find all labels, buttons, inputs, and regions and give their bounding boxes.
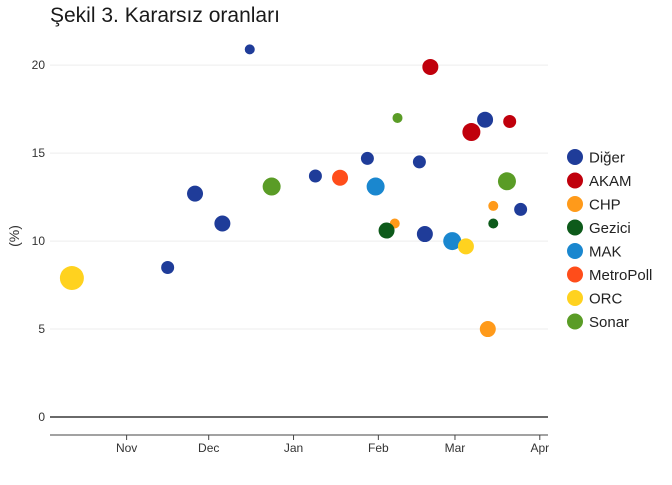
- legend-item[interactable]: ORC: [567, 290, 623, 308]
- data-point[interactable]: [479, 321, 496, 338]
- data-point[interactable]: [497, 172, 516, 191]
- legend-label: MetroPoll: [589, 267, 652, 284]
- x-tick-label: Jan: [284, 441, 303, 455]
- legend-marker: [567, 266, 583, 283]
- x-tick-label: Feb: [368, 441, 389, 455]
- data-point[interactable]: [457, 238, 474, 255]
- legend-item[interactable]: Gezici: [567, 219, 631, 238]
- legend-marker: [567, 243, 583, 259]
- data-point[interactable]: [412, 155, 426, 169]
- axis-layer: 0 5 10 15 20 Nov Dec Jan Feb Mar Apr: [32, 58, 549, 455]
- points-layer: [59, 44, 528, 338]
- data-point[interactable]: [503, 114, 517, 128]
- data-point[interactable]: [416, 226, 433, 243]
- legend-label: AKAM: [589, 173, 632, 190]
- x-tick-label: Dec: [198, 441, 219, 455]
- y-tick-label: 5: [38, 322, 45, 336]
- legend-label: ORC: [589, 291, 623, 308]
- data-point[interactable]: [488, 200, 499, 211]
- data-point[interactable]: [59, 266, 84, 291]
- data-point[interactable]: [244, 44, 255, 55]
- data-point[interactable]: [161, 260, 175, 274]
- data-point[interactable]: [462, 123, 481, 142]
- legend-marker: [567, 313, 583, 330]
- data-point[interactable]: [360, 151, 374, 165]
- data-point[interactable]: [443, 232, 462, 251]
- y-tick-label: 20: [32, 58, 46, 72]
- data-point[interactable]: [214, 215, 231, 232]
- legend-label: Diğer: [589, 150, 625, 167]
- x-tick-label: Apr: [530, 441, 549, 455]
- legend-label: CHP: [589, 197, 621, 214]
- data-point[interactable]: [514, 202, 528, 216]
- y-tick-label: 15: [32, 146, 46, 160]
- legend-marker: [567, 290, 583, 306]
- legend-marker: [567, 149, 583, 165]
- data-point[interactable]: [366, 177, 385, 196]
- legend-label: MAK: [589, 244, 622, 261]
- legend-label: Gezici: [589, 220, 631, 237]
- legend-marker: [567, 219, 583, 236]
- data-point[interactable]: [187, 185, 204, 202]
- legend: Diğer AKAM CHP Gezici MAK MetroPoll ORC Sonar: [567, 149, 652, 331]
- x-tick-label: Nov: [116, 441, 137, 455]
- legend-item[interactable]: MAK: [567, 243, 622, 261]
- data-point[interactable]: [488, 218, 499, 229]
- legend-item[interactable]: MetroPoll: [567, 266, 652, 285]
- legend-item[interactable]: Sonar: [567, 313, 629, 332]
- x-tick-label: Mar: [445, 441, 466, 455]
- data-point[interactable]: [262, 177, 281, 196]
- data-point[interactable]: [422, 58, 439, 75]
- y-tick-label: 10: [32, 234, 46, 248]
- legend-item[interactable]: CHP: [567, 196, 621, 214]
- legend-item[interactable]: AKAM: [567, 172, 632, 191]
- chart-title: Şekil 3. Kararsız oranları: [50, 4, 280, 27]
- legend-marker: [567, 172, 583, 189]
- data-point[interactable]: [392, 112, 403, 123]
- y-tick-label: 0: [38, 410, 45, 424]
- y-axis-label: (%): [6, 225, 22, 247]
- grid-layer: [50, 64, 548, 418]
- data-point[interactable]: [332, 169, 349, 186]
- data-point[interactable]: [477, 111, 494, 128]
- legend-marker: [567, 196, 583, 212]
- legend-label: Sonar: [589, 314, 629, 331]
- data-point[interactable]: [308, 169, 322, 183]
- data-point[interactable]: [378, 222, 395, 239]
- legend-item[interactable]: Diğer: [567, 149, 625, 167]
